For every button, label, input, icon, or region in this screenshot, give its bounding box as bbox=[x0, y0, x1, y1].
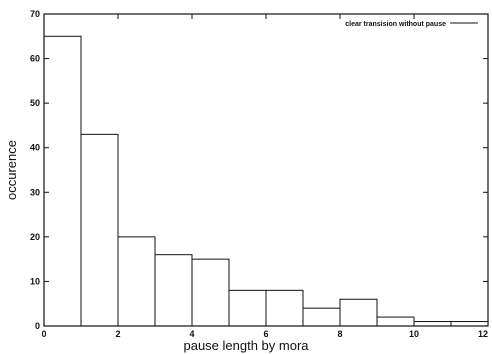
x-tick-label: 12 bbox=[478, 329, 488, 339]
histogram-bar-9 bbox=[376, 316, 415, 327]
y-tick-label: 30 bbox=[30, 187, 40, 197]
histogram-bar-10 bbox=[413, 321, 452, 327]
histogram-bar-4 bbox=[191, 258, 230, 327]
legend-label: clear transision without pause bbox=[345, 21, 446, 28]
bars-group bbox=[43, 35, 489, 327]
y-tick-label: 60 bbox=[30, 54, 40, 64]
x-tick-label: 6 bbox=[263, 329, 268, 339]
y-tick-label: 50 bbox=[30, 98, 40, 108]
y-tick-label: 40 bbox=[30, 143, 40, 153]
histogram-bar-8 bbox=[339, 298, 378, 327]
histogram-bar-7 bbox=[302, 307, 341, 327]
legend: clear transision without pause bbox=[345, 21, 478, 28]
x-tick-label: 4 bbox=[189, 329, 194, 339]
y-axis-label: occurence bbox=[4, 140, 19, 200]
x-axis-ticks: 0 2 4 6 8 10 12 bbox=[41, 14, 489, 339]
histogram-bar-11 bbox=[450, 321, 489, 327]
y-tick-label: 70 bbox=[30, 9, 40, 19]
x-tick-label: 0 bbox=[41, 329, 46, 339]
histogram-bar-1 bbox=[80, 133, 119, 327]
y-axis-ticks: 0 10 20 30 40 50 60 70 bbox=[30, 9, 488, 331]
histogram-bar-2 bbox=[117, 236, 156, 327]
histogram-bar-3 bbox=[154, 254, 193, 327]
histogram-bar-0 bbox=[43, 35, 82, 327]
y-tick-label: 20 bbox=[30, 232, 40, 242]
x-tick-label: 2 bbox=[115, 329, 120, 339]
x-tick-label: 8 bbox=[337, 329, 342, 339]
x-tick-label: 10 bbox=[409, 329, 419, 339]
x-axis-label: pause length by mora bbox=[183, 338, 309, 353]
y-tick-label: 0 bbox=[35, 321, 40, 331]
histogram-bar-5 bbox=[228, 289, 267, 327]
y-tick-label: 10 bbox=[30, 276, 40, 286]
histogram-bar-6 bbox=[265, 289, 304, 327]
